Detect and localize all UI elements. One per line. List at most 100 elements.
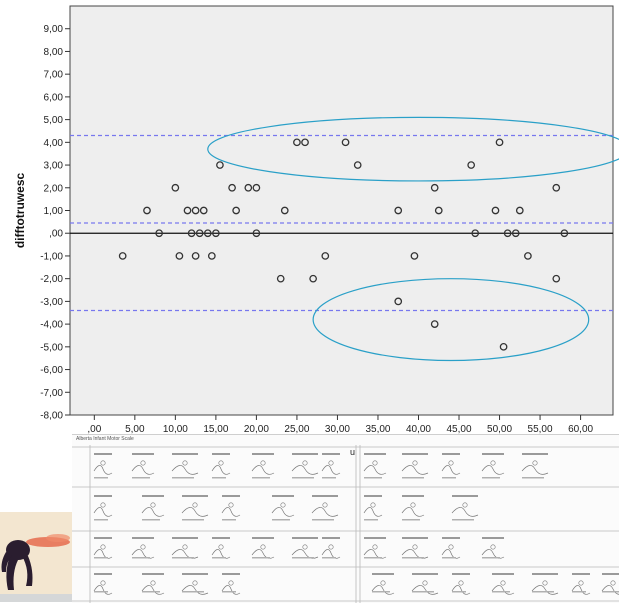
y-tick-label: 7,00: [44, 70, 64, 81]
sheet-figure-head: [500, 580, 506, 586]
sheet-caption-line: [132, 537, 154, 539]
sheet-drawings: u: [72, 445, 619, 603]
sheet-figure-sketch: [311, 507, 339, 517]
x-tick-label: ,00: [87, 424, 101, 435]
sheet-text-line: [182, 591, 204, 593]
sheet-caption-line: [94, 495, 112, 497]
sheet-figure-head: [372, 544, 378, 550]
x-tick-label: 20,00: [244, 424, 269, 435]
data-point: [552, 274, 561, 283]
sheet-text-line: [142, 591, 160, 593]
sheet-text-line: [442, 477, 456, 479]
sheet-text-line: [132, 477, 150, 479]
sheet-text-line: [532, 591, 554, 593]
y-tick-label: 8,00: [44, 47, 64, 58]
data-point: [434, 206, 443, 215]
sheet-figure-sketch: [221, 585, 241, 595]
sheet-figure-head: [100, 544, 106, 550]
sheet-caption-line: [452, 495, 478, 497]
x-tick-label: 15,00: [203, 424, 228, 435]
sheet-text-line: [372, 591, 390, 593]
sheet-caption-line: [94, 537, 112, 539]
sheet-caption-line: [442, 537, 460, 539]
sheet-title: Alberta Infant Motor Scale: [76, 436, 134, 442]
x-tick-label: 40,00: [406, 424, 431, 435]
sheet-figure-sketch: [401, 507, 425, 517]
data-point: [430, 183, 439, 192]
data-point: [353, 161, 362, 169]
sheet-text-line: [602, 591, 619, 593]
y-tick-label: 3,00: [44, 161, 64, 172]
sheet-figure-head: [490, 460, 496, 466]
sheet-text-line: [172, 557, 194, 559]
plot-area: [69, 5, 614, 416]
sheet-figure-sketch: [211, 549, 231, 559]
sheet-text-line: [402, 477, 424, 479]
sheet-caption-line: [364, 453, 386, 455]
sheet-figure-head: [280, 502, 286, 508]
sheet-figure-head: [578, 580, 584, 586]
sheet-text-line: [94, 557, 108, 559]
sheet-figure-head: [192, 502, 198, 508]
sheet-figure-sketch: [321, 549, 341, 559]
sheet-figure-head: [532, 460, 538, 466]
sheet-caption-line: [532, 573, 558, 575]
data-point: [143, 206, 151, 215]
sheet-caption-line: [572, 573, 590, 575]
data-point: [301, 138, 309, 147]
sheet-caption-line: [182, 573, 208, 575]
y-tick-label: -2,00: [40, 274, 63, 285]
sheet-figure-sketch: [131, 549, 155, 559]
y-tick-label: -6,00: [40, 365, 63, 376]
sheet-marker: u: [350, 447, 355, 457]
sheet-figure-sketch: [171, 465, 199, 475]
sheet-caption-line: [94, 453, 112, 455]
sheet-caption-line: [212, 453, 230, 455]
sheet-text-line: [132, 557, 150, 559]
data-point: [430, 320, 439, 328]
x-tick-label: 35,00: [365, 424, 390, 435]
sheet-caption-line: [212, 537, 230, 539]
sheet-caption-line: [252, 453, 274, 455]
sheet-figure-sketch: [481, 465, 505, 475]
sheet-figure-head: [542, 580, 548, 586]
sheet-figure-head: [302, 544, 308, 550]
y-tick-label: ,00: [49, 229, 63, 240]
sheet-text-line: [482, 477, 500, 479]
sheet-caption-line: [312, 495, 338, 497]
sheet-figure-head: [328, 460, 334, 466]
x-tick-label: 45,00: [446, 424, 471, 435]
sheet-figure-head: [302, 460, 308, 466]
sheet-text-line: [212, 557, 226, 559]
y-tick-label: -1,00: [40, 251, 63, 262]
sheet-figure-sketch: [93, 507, 113, 517]
data-point: [471, 229, 480, 238]
sheet-text-line: [142, 519, 160, 521]
data-point: [293, 138, 301, 147]
sheet-caption-line: [372, 573, 394, 575]
data-point: [276, 274, 285, 283]
data-point: [207, 252, 216, 260]
scanned-score-sheet: Alberta Infant Motor Scale u: [72, 434, 619, 603]
sheet-figure-head: [462, 502, 468, 508]
y-tick-label: -3,00: [40, 297, 63, 308]
sheet-caption-line: [172, 453, 198, 455]
sheet-text-line: [252, 557, 270, 559]
sheet-figure-sketch: [93, 585, 113, 595]
sheet-caption-line: [602, 573, 619, 575]
sheet-caption-line: [252, 537, 274, 539]
sheet-text-line: [182, 519, 204, 521]
sheet-figure-sketch: [251, 465, 275, 475]
data-point: [187, 229, 196, 238]
sheet-text-line: [364, 557, 382, 559]
sheet-text-line: [94, 519, 108, 521]
sheet-text-line: [522, 477, 544, 479]
sheet-figure-head: [218, 544, 224, 550]
y-tick-label: 9,00: [44, 24, 64, 35]
sheet-text-line: [402, 519, 420, 521]
sheet-figure-sketch: [291, 465, 319, 475]
data-point: [232, 206, 240, 215]
data-point: [410, 252, 419, 260]
sheet-figure-head: [182, 460, 188, 466]
sheet-text-line: [322, 557, 336, 559]
